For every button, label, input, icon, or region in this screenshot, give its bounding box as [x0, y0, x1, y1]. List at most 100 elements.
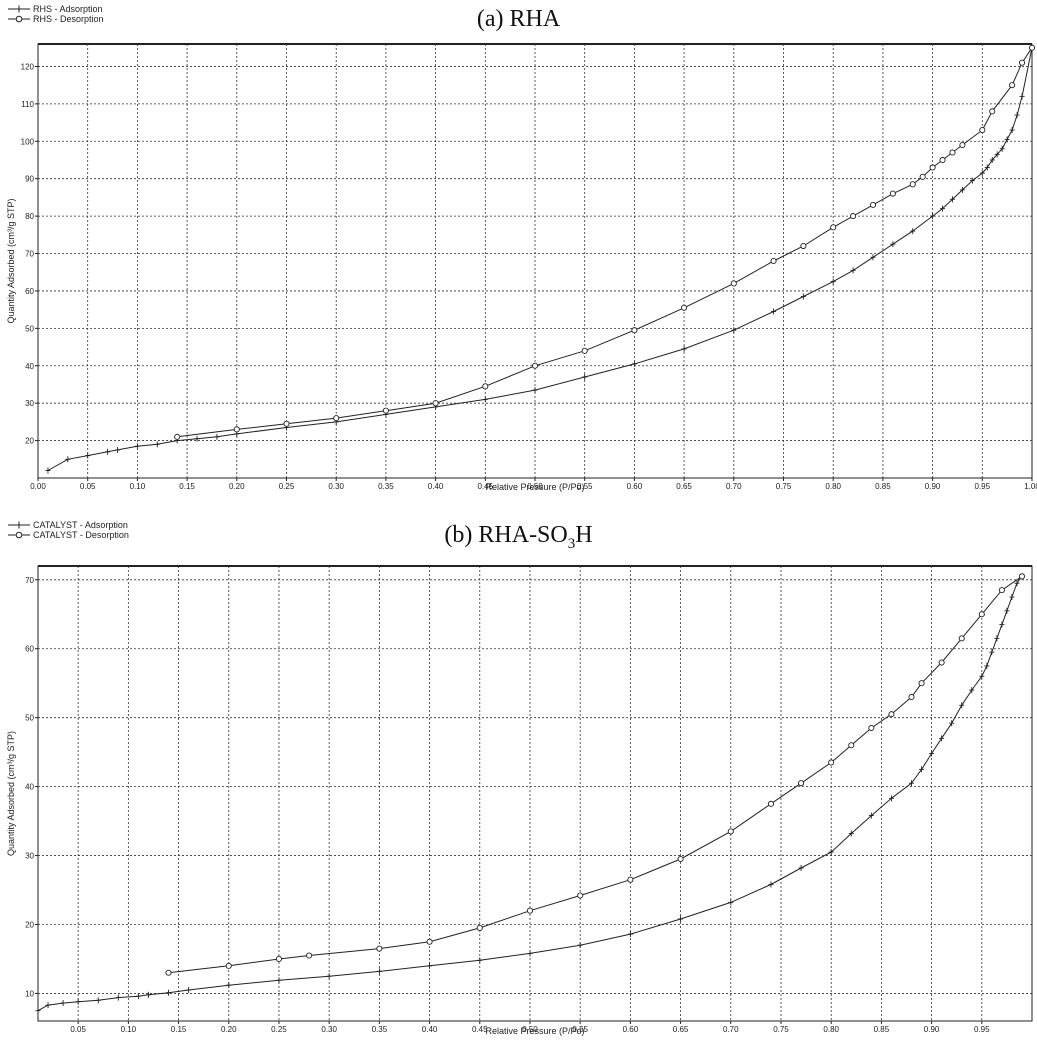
- plot-area-a: 0.00 0.05 0.10 0.15 0.20 0.25 0.30 0.35 0.40 0.45…: [6, 43, 1037, 492]
- data-point-adsorption: [979, 673, 985, 680]
- y-tick-label: 40: [25, 362, 34, 371]
- data-point-adsorption: [1004, 607, 1010, 614]
- data-point-adsorption: [989, 156, 995, 163]
- x-tick-label: 0.35: [372, 1025, 388, 1034]
- data-point-adsorption: [909, 780, 915, 787]
- data-point-desorption: [233, 426, 240, 433]
- data-point-desorption: [476, 924, 483, 931]
- x-tick-label: 0.80: [823, 1025, 839, 1034]
- data-point-desorption: [978, 611, 985, 618]
- y-tick-label: 50: [25, 324, 34, 333]
- data-point-desorption: [1018, 573, 1026, 580]
- data-point-desorption: [918, 680, 925, 687]
- chart-panel-b: (b) RHA-SO3H CATALYST - Adsorption CATAL…: [0, 516, 1037, 1044]
- data-point-desorption: [989, 108, 996, 115]
- data-point-adsorption: [582, 373, 588, 380]
- data-point-adsorption: [1009, 127, 1015, 134]
- data-point-adsorption: [771, 308, 777, 315]
- data-point-adsorption: [949, 196, 955, 203]
- data-point-desorption: [850, 213, 857, 220]
- x-tick-label: 0.80: [825, 482, 841, 491]
- x-axis-label: Relative Pressure (P/Po): [485, 1026, 584, 1036]
- data-point-adsorption: [194, 435, 200, 442]
- data-point-adsorption: [186, 986, 192, 993]
- data-point-desorption: [919, 173, 926, 180]
- y-tick-label: 20: [25, 920, 34, 929]
- data-point-adsorption: [984, 662, 990, 669]
- data-point-desorption: [631, 327, 638, 334]
- x-tick-label: 0.10: [121, 1025, 137, 1034]
- data-point-adsorption: [929, 750, 935, 757]
- chart-title-b: (b) RHA-SO3H: [0, 522, 1037, 553]
- data-point-adsorption: [65, 456, 71, 463]
- data-point-desorption: [432, 400, 439, 407]
- x-tick-label: 0.10: [130, 482, 146, 491]
- data-point-adsorption: [577, 942, 583, 949]
- data-point-desorption: [798, 780, 805, 787]
- y-tick-label: 120: [21, 62, 35, 71]
- data-point-desorption: [581, 347, 588, 354]
- data-point-desorption: [526, 907, 534, 914]
- legend-a: RHS - Adsorption RHS - Desorption: [8, 4, 104, 24]
- x-tick-label: 0.40: [422, 1025, 438, 1034]
- data-point-desorption: [869, 201, 877, 208]
- chart-title-b-text: (b) RHA-SO: [444, 522, 568, 548]
- data-point-adsorption: [999, 145, 1005, 152]
- x-tick-label: 0.95: [974, 1025, 990, 1034]
- data-point-adsorption: [678, 915, 684, 922]
- data-point-adsorption: [994, 635, 1000, 642]
- x-tick-label: 0.25: [279, 482, 295, 491]
- data-point-adsorption: [105, 448, 111, 455]
- data-point-adsorption: [731, 327, 737, 334]
- legend-b: CATALYST - Adsorption CATALYST - Desorpt…: [8, 520, 129, 540]
- y-tick-label: 70: [25, 576, 34, 585]
- data-point-adsorption: [45, 1002, 51, 1009]
- legend-label: CATALYST - Desorption: [33, 530, 129, 540]
- data-point-adsorption: [959, 702, 965, 709]
- legend-label: CATALYST - Adsorption: [33, 520, 128, 530]
- data-point-adsorption: [969, 177, 975, 184]
- data-point-adsorption: [226, 982, 232, 989]
- data-point-adsorption: [828, 849, 834, 856]
- data-point-adsorption: [949, 720, 955, 727]
- data-point-adsorption: [1004, 136, 1010, 143]
- x-tick-label: 0.65: [676, 482, 692, 491]
- data-point-adsorption: [427, 962, 433, 969]
- x-tick-label: 0.75: [773, 1025, 789, 1034]
- data-point-desorption: [998, 587, 1005, 594]
- data-point-desorption: [938, 659, 945, 666]
- x-tick-label: 0.85: [874, 1025, 890, 1034]
- data-point-adsorption: [930, 213, 936, 220]
- data-point-adsorption: [326, 973, 332, 980]
- data-point-adsorption: [888, 795, 894, 802]
- data-point-adsorption: [214, 433, 220, 440]
- data-point-adsorption: [984, 164, 990, 171]
- data-point-adsorption: [798, 864, 804, 871]
- data-point-adsorption: [850, 267, 856, 274]
- x-tick-label: 0.15: [179, 482, 195, 491]
- data-point-adsorption: [35, 1007, 41, 1014]
- data-point-desorption: [929, 164, 936, 171]
- legend-label: RHS - Adsorption: [33, 4, 103, 14]
- y-tick-label: 50: [25, 714, 34, 723]
- plus-marker-icon: [8, 521, 30, 529]
- x-tick-label: 0.90: [924, 1025, 940, 1034]
- x-tick-label: 0.95: [975, 482, 991, 491]
- data-point-desorption: [908, 693, 915, 701]
- y-tick-label: 30: [25, 399, 34, 408]
- data-point-adsorption: [1019, 93, 1025, 100]
- y-tick-label: 90: [25, 175, 34, 184]
- data-point-adsorption: [994, 151, 1000, 158]
- x-tick-label: 0.55: [572, 1025, 588, 1034]
- x-tick-label: 0.00: [30, 482, 46, 491]
- data-point-adsorption: [919, 766, 925, 773]
- data-point-desorption: [531, 362, 539, 369]
- data-point-desorption: [174, 433, 181, 440]
- data-point-desorption: [888, 711, 895, 718]
- data-point-adsorption: [115, 994, 121, 1001]
- data-point-adsorption: [870, 254, 876, 261]
- data-point-adsorption: [848, 830, 854, 837]
- series-line-adsorption: [47, 47, 1033, 471]
- data-point-desorption: [979, 127, 986, 134]
- data-point-adsorption: [728, 899, 734, 906]
